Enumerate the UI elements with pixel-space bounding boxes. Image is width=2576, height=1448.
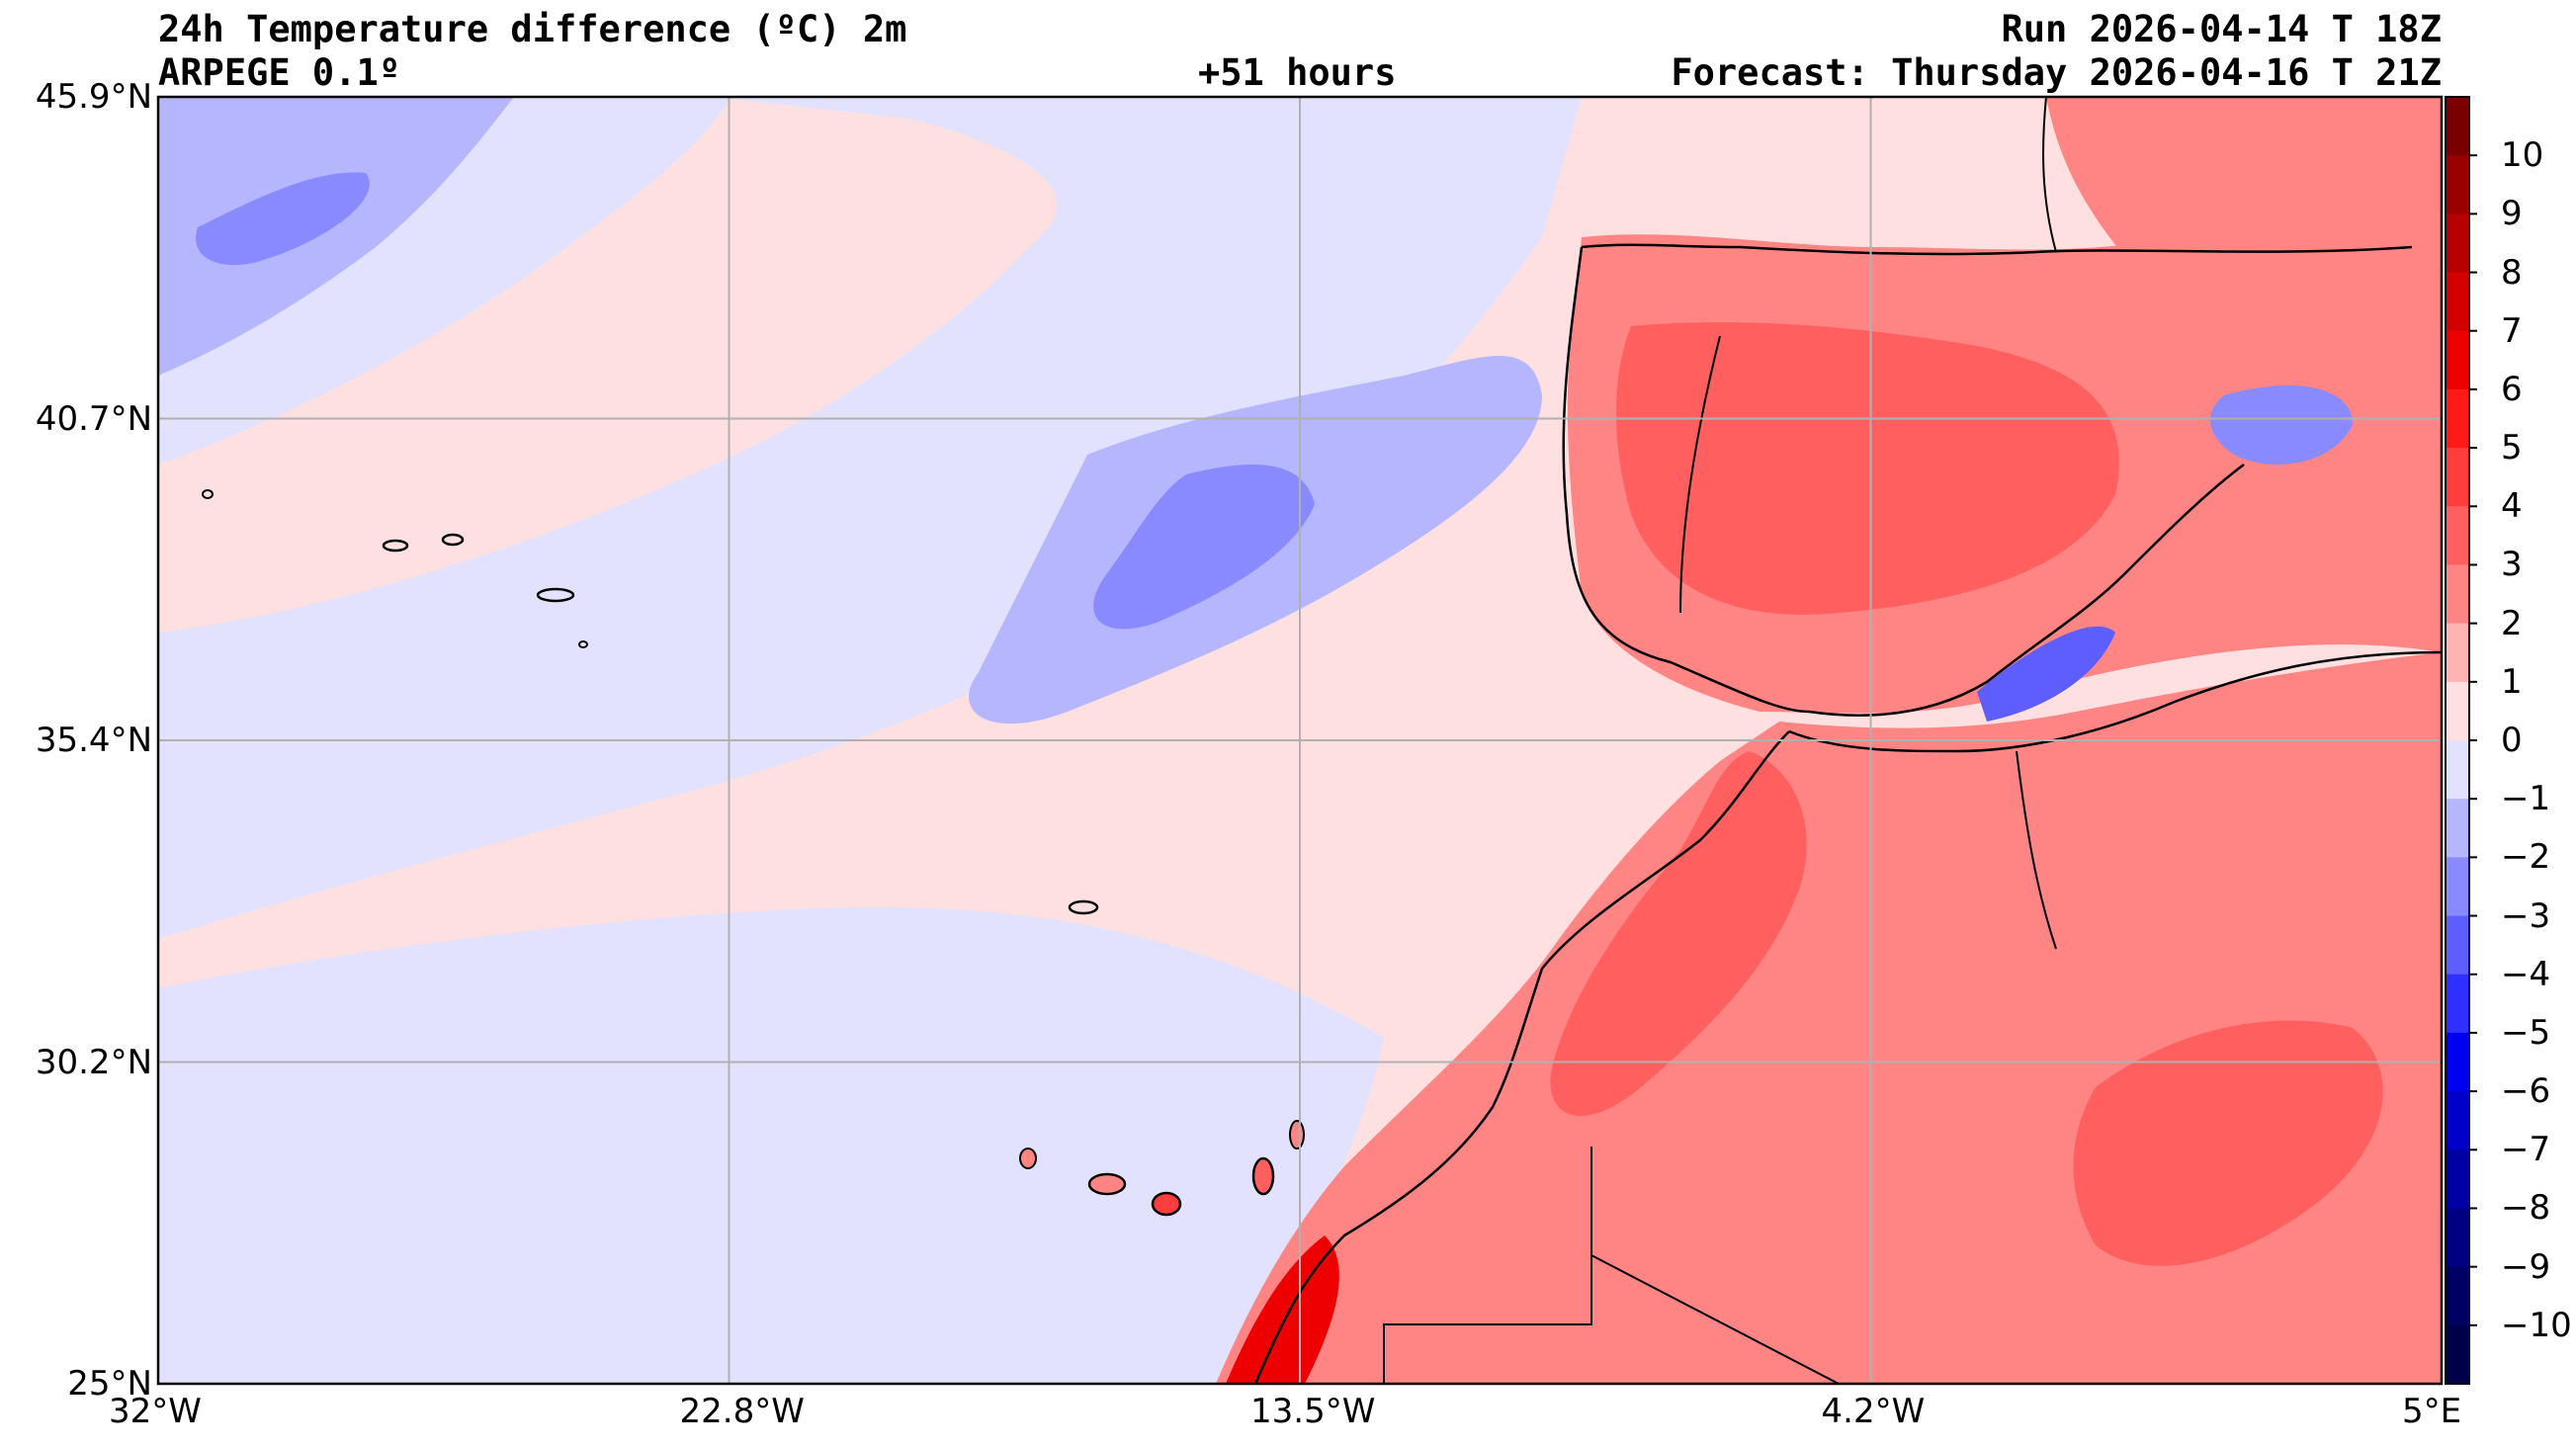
colorbar-segment <box>2446 330 2469 390</box>
model-label: ARPEGE 0.1º <box>158 51 401 94</box>
cool-region-alboran <box>1977 626 2115 722</box>
coastline-iberia <box>1562 243 2413 717</box>
lon-label: 22.8°W <box>679 1392 805 1431</box>
colorbar-segment <box>2446 1208 2469 1268</box>
colorbar-label: 9 <box>2501 194 2523 234</box>
canary-islands <box>1019 1120 1305 1217</box>
colorbar-label: 0 <box>2501 721 2523 760</box>
forecast-label: Forecast: Thursday 2026-04-16 T 21Z <box>1671 51 2442 94</box>
colorbar-segment <box>2446 1324 2469 1385</box>
colorbar-label: −5 <box>2501 1012 2551 1053</box>
colorbar-label: 10 <box>2501 135 2544 176</box>
colorbar-label: −6 <box>2501 1071 2551 1112</box>
colorbar-segment <box>2446 272 2469 332</box>
map-title: 24h Temperature difference (ºC) 2m <box>158 8 907 50</box>
lat-label: 40.7°N <box>35 398 152 439</box>
colorbar-segment <box>2446 974 2469 1034</box>
cool-region-northwest-3 <box>196 172 370 266</box>
warm-region-sahara-east <box>2073 1020 2383 1266</box>
lat-label: 45.9°N <box>35 77 152 117</box>
coastline-africa <box>1253 650 2442 1384</box>
colorbar-segment <box>2446 1150 2469 1209</box>
colorbar-label: −1 <box>2501 779 2551 819</box>
colorbar-segment <box>2446 1266 2469 1326</box>
lon-label: 5°E <box>2402 1392 2462 1431</box>
colorbar-label: 8 <box>2501 252 2523 293</box>
colorbar-segment <box>2446 155 2469 214</box>
colorbar-segment <box>2446 857 2469 917</box>
lat-label: 25°N <box>67 1364 152 1404</box>
colorbar-label: 1 <box>2501 661 2523 702</box>
colorbar-segment <box>2446 799 2469 858</box>
map-frame <box>156 95 2444 1386</box>
colorbar-label: −3 <box>2501 895 2551 936</box>
colorbar-label: 5 <box>2501 428 2523 468</box>
lon-label: 4.2°W <box>1821 1392 1926 1431</box>
cool-region-south <box>158 906 1384 1384</box>
lead-time-label: +51 hours <box>1198 51 1397 94</box>
warm-region-france <box>2046 97 2442 257</box>
colorbar-label: −7 <box>2501 1130 2551 1170</box>
warm-region-iberia-core <box>1616 322 2119 615</box>
colorbar-segment <box>2446 915 2469 976</box>
cool-region-balearic <box>2210 385 2353 465</box>
colorbar-segment <box>2446 506 2469 565</box>
colorbar-segment <box>2446 388 2469 449</box>
cool-band-central <box>158 97 1582 939</box>
colorbar-label: 2 <box>2501 603 2523 643</box>
gridlines <box>158 97 2442 1384</box>
colorbar-label: 7 <box>2501 310 2523 351</box>
colorbar-segment <box>2446 213 2469 274</box>
colorbar-label: −10 <box>2501 1305 2572 1345</box>
colorbar-segment <box>2446 97 2469 156</box>
colorbar-label: −9 <box>2501 1246 2551 1287</box>
lat-label: 35.4°N <box>35 721 152 760</box>
colorbar-segment <box>2446 1091 2469 1150</box>
colorbar-label: −8 <box>2501 1188 2551 1229</box>
colorbar-label: −2 <box>2501 837 2551 878</box>
cool-region-northwest-2 <box>158 97 514 376</box>
colorbar-segment <box>2446 448 2469 507</box>
lon-label: 32°W <box>109 1392 202 1431</box>
warm-region-atlas <box>1550 751 1807 1116</box>
border-lines <box>1383 97 2057 1384</box>
lat-label: 30.2°N <box>35 1042 152 1082</box>
lon-label: 13.5°W <box>1250 1392 1376 1431</box>
colorbar-segment <box>2446 740 2469 800</box>
azores-madeira-islands <box>202 489 1099 915</box>
colorbar-segment <box>2446 564 2469 625</box>
map-field <box>158 97 2442 1384</box>
warm-region-coast <box>1226 1235 1339 1384</box>
colorbar-label: −4 <box>2501 954 2551 994</box>
colorbar-segment <box>2446 1032 2469 1092</box>
colorbar-segment <box>2446 623 2469 683</box>
colorbar-label: 6 <box>2501 369 2523 409</box>
colorbar <box>2445 96 2477 1385</box>
colorbar-label: 3 <box>2501 545 2523 585</box>
cool-band-central-3 <box>1093 465 1315 630</box>
colorbar-segment <box>2446 681 2469 741</box>
run-label: Run 2026-04-14 T 18Z <box>2001 8 2442 50</box>
colorbar-label: 4 <box>2501 486 2523 527</box>
